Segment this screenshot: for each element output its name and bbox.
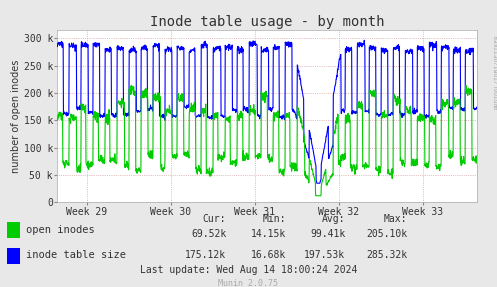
Text: 16.68k: 16.68k <box>250 250 286 260</box>
Text: 99.41k: 99.41k <box>310 229 345 239</box>
Text: 197.53k: 197.53k <box>304 250 345 260</box>
Y-axis label: number of open inodes: number of open inodes <box>11 59 21 173</box>
Text: Avg:: Avg: <box>322 214 345 224</box>
Text: 205.10k: 205.10k <box>366 229 408 239</box>
Text: Last update: Wed Aug 14 18:00:24 2024: Last update: Wed Aug 14 18:00:24 2024 <box>140 265 357 275</box>
Text: Max:: Max: <box>384 214 408 224</box>
Text: open inodes: open inodes <box>26 225 94 234</box>
Text: Min:: Min: <box>262 214 286 224</box>
Text: 285.32k: 285.32k <box>366 250 408 260</box>
Title: Inode table usage - by month: Inode table usage - by month <box>150 15 384 29</box>
Text: Munin 2.0.75: Munin 2.0.75 <box>219 279 278 287</box>
Text: 14.15k: 14.15k <box>250 229 286 239</box>
Text: 175.12k: 175.12k <box>185 250 226 260</box>
Text: inode table size: inode table size <box>26 251 126 260</box>
Text: Cur:: Cur: <box>203 214 226 224</box>
Text: RRDTOOL/TOBI/OETIKER: RRDTOOL/TOBI/OETIKER <box>495 34 497 109</box>
Text: 69.52k: 69.52k <box>191 229 226 239</box>
